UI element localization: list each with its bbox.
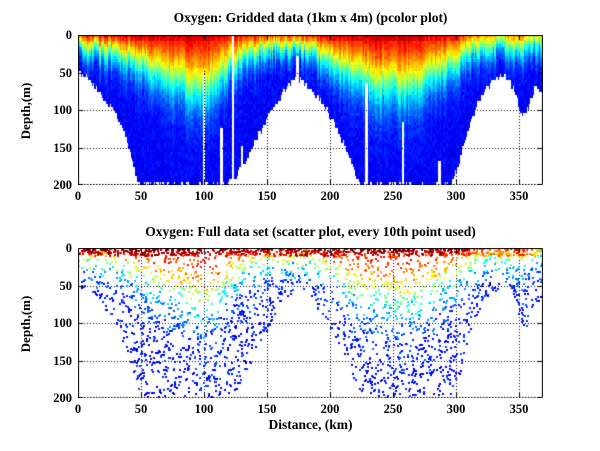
top-x-tick-label: 100 xyxy=(194,189,214,203)
bottom-y-tick-label: 0 xyxy=(65,241,72,255)
top-x-tick-label: 350 xyxy=(509,189,529,203)
bottom-x-tick-label: 100 xyxy=(194,402,214,416)
top-x-tick-label: 300 xyxy=(446,189,466,203)
top-x-tick-label: 150 xyxy=(257,189,277,203)
top-y-tick-label: 0 xyxy=(65,28,72,42)
bottom-x-tick-label: 200 xyxy=(320,402,340,416)
bottom-y-axis-label: Depth,(m) xyxy=(18,295,33,353)
top-y-axis-label: Depth,(m) xyxy=(18,82,33,140)
scatter-plot-canvas xyxy=(78,248,543,398)
top-y-tick-label: 200 xyxy=(53,178,72,192)
bottom-x-tick-label: 250 xyxy=(383,402,403,416)
top-x-tick-label: 0 xyxy=(74,189,82,203)
bottom-y-tick-label: 100 xyxy=(53,316,72,330)
pcolor-plot-canvas xyxy=(78,35,543,185)
bottom-x-tick-label: 300 xyxy=(446,402,466,416)
bottom-plot-title: Oxygen: Full data set (scatter plot, eve… xyxy=(145,224,476,239)
bottom-y-tick-label: 150 xyxy=(53,353,72,368)
top-x-tick-label: 200 xyxy=(320,189,340,203)
top-plot-title: Oxygen: Gridded data (1km x 4m) (pcolor … xyxy=(173,10,448,25)
top-y-tick-label: 50 xyxy=(59,65,73,80)
top-x-tick-label: 50 xyxy=(134,189,148,203)
top-x-tick-label: 250 xyxy=(383,189,403,203)
bottom-x-tick-label: 350 xyxy=(509,402,529,416)
bottom-x-tick-label: 150 xyxy=(257,402,277,416)
top-y-tick-label: 100 xyxy=(53,103,72,117)
bottom-y-tick-label: 50 xyxy=(59,278,73,293)
x-axis-label: Distance, (km) xyxy=(268,417,353,432)
bottom-x-tick-label: 50 xyxy=(134,402,148,416)
bottom-x-tick-label: 0 xyxy=(74,402,82,416)
bottom-y-tick-label: 200 xyxy=(53,391,72,405)
top-y-tick-label: 150 xyxy=(53,140,72,155)
